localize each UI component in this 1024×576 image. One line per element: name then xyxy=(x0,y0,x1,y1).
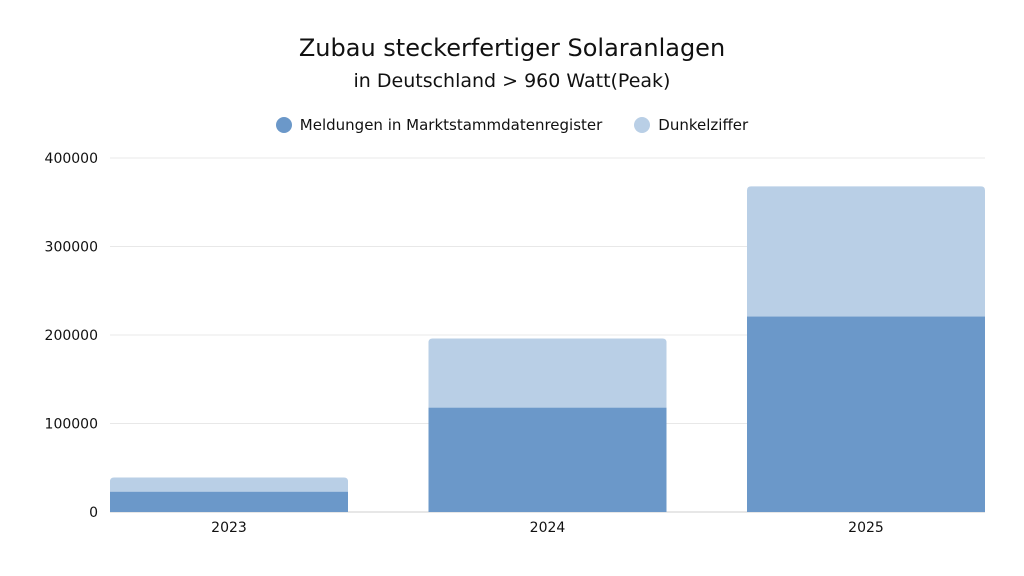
bar-2023-series-0 xyxy=(110,491,348,512)
legend-item-dunkelziffer[interactable]: Dunkelziffer xyxy=(634,116,748,134)
legend-item-meldungen[interactable]: Meldungen in Marktstammdatenregister xyxy=(275,116,603,134)
legend-label-meldungen: Meldungen in Marktstammdatenregister xyxy=(299,116,603,134)
bar-2025-series-1 xyxy=(747,186,985,317)
chart-subtitle: in Deutschland > 960 Watt(Peak) xyxy=(353,70,671,92)
legend: Meldungen in Marktstammdatenregister Dun… xyxy=(0,116,1024,134)
bar-2023-series-1 xyxy=(110,477,348,492)
legend-label-dunkelziffer: Dunkelziffer xyxy=(658,116,749,134)
y-tick-label-0: 0 xyxy=(89,505,98,521)
y-tick-label-200000: 200000 xyxy=(45,328,98,344)
bar-2025-series-0 xyxy=(747,316,985,512)
chart-title: Zubau steckerfertiger Solaranlagen xyxy=(298,34,726,62)
y-tick-label-400000: 400000 xyxy=(45,151,98,167)
x-tick-label-2023: 2023 xyxy=(211,520,247,536)
y-tick-label-300000: 300000 xyxy=(45,240,98,256)
legend-swatch-dunkelziffer xyxy=(634,117,651,133)
x-tick-label-2024: 2024 xyxy=(530,520,566,536)
bar-2024-series-0 xyxy=(428,407,667,512)
y-tick-label-100000: 100000 xyxy=(45,417,98,433)
legend-swatch-meldungen xyxy=(275,117,292,133)
x-tick-label-2025: 2025 xyxy=(848,520,884,536)
bar-2024-series-1 xyxy=(428,338,667,408)
